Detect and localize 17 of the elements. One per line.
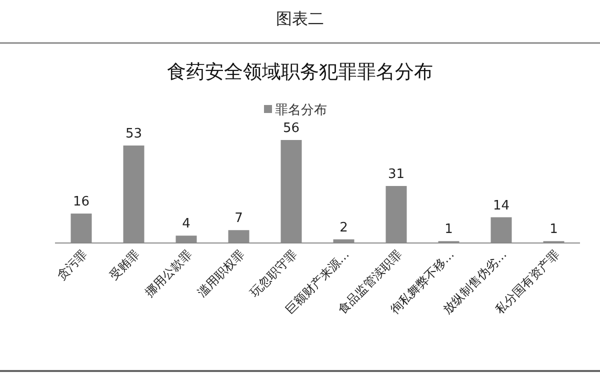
data-label: 14 [492, 198, 510, 214]
data-label: 7 [234, 211, 243, 226]
x-tick-label: 受贿罪 [106, 247, 142, 283]
x-tick-label: 滥用职权罪 [194, 247, 247, 300]
chart-title: 食药安全领域职务犯罪罪名分布 [167, 61, 433, 83]
data-label: 1 [550, 222, 558, 238]
data-label: 31 [388, 166, 405, 182]
x-tick-label: 贪污罪 [54, 247, 90, 283]
data-label: 56 [282, 121, 300, 136]
text: 图表二 [276, 9, 324, 28]
data-label: 53 [125, 126, 142, 142]
data-label: 2 [340, 220, 348, 236]
data-label: 1 [444, 222, 453, 238]
data-label: 4 [182, 216, 190, 232]
data-label: 16 [72, 194, 90, 210]
legend-label: 罪名分布 [275, 103, 327, 118]
x-tick-label: 挪用公款罪 [142, 247, 194, 300]
